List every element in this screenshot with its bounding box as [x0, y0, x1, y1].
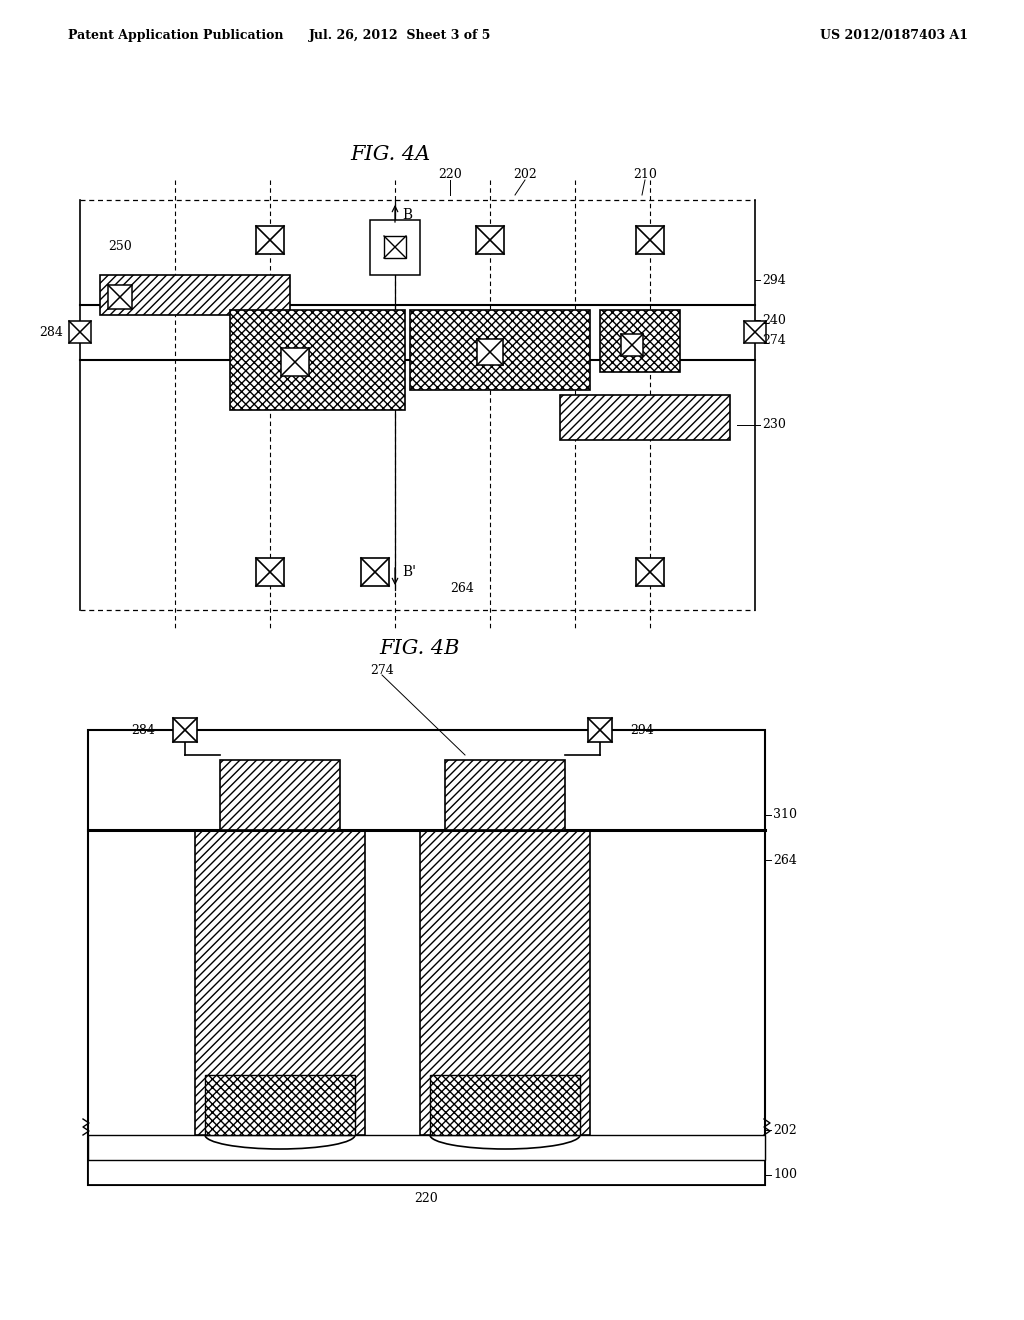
Text: 264: 264 [450, 582, 474, 594]
Text: 294: 294 [762, 273, 785, 286]
Bar [100, 275, 290, 315]
Text: B: B [402, 209, 412, 222]
Text: 310: 310 [773, 808, 797, 821]
Bar [361, 558, 389, 586]
Bar [195, 830, 365, 1135]
Bar [370, 220, 420, 275]
Bar [477, 339, 503, 366]
Bar [621, 334, 643, 356]
Bar [744, 321, 766, 343]
Bar [384, 236, 406, 257]
Text: 240: 240 [762, 314, 785, 326]
Bar [445, 760, 565, 830]
Text: 100: 100 [773, 1168, 797, 1181]
Bar [230, 310, 406, 411]
Bar [430, 1074, 580, 1135]
Text: 284: 284 [39, 326, 63, 338]
Text: 294: 294 [630, 723, 653, 737]
Text: 220: 220 [414, 1192, 438, 1205]
Text: 210: 210 [633, 169, 657, 181]
Bar [88, 1160, 765, 1185]
Bar [636, 558, 664, 586]
Text: 230: 230 [762, 418, 785, 432]
Bar [173, 718, 197, 742]
Bar [560, 395, 730, 440]
Text: FIG. 4A: FIG. 4A [350, 145, 430, 165]
Text: US 2012/0187403 A1: US 2012/0187403 A1 [820, 29, 968, 41]
Bar [108, 285, 132, 309]
Text: 202: 202 [513, 169, 537, 181]
Bar [281, 348, 309, 376]
Bar [205, 1074, 355, 1135]
Bar [420, 830, 590, 1135]
Bar [600, 310, 680, 372]
Text: FIG. 4B: FIG. 4B [380, 639, 460, 657]
Bar [410, 310, 590, 389]
Bar [220, 760, 340, 830]
Text: Jul. 26, 2012  Sheet 3 of 5: Jul. 26, 2012 Sheet 3 of 5 [309, 29, 492, 41]
Text: 250: 250 [108, 240, 132, 253]
Text: 264: 264 [773, 854, 797, 866]
Bar [88, 1135, 765, 1160]
Text: 220: 220 [438, 169, 462, 181]
Bar [476, 226, 504, 253]
Bar [588, 718, 612, 742]
Text: 274: 274 [762, 334, 785, 346]
Bar [88, 730, 765, 1185]
Text: 274: 274 [370, 664, 394, 676]
Bar [636, 226, 664, 253]
Text: 284: 284 [131, 723, 155, 737]
Text: B': B' [402, 565, 416, 579]
Bar [69, 321, 91, 343]
Text: Patent Application Publication: Patent Application Publication [68, 29, 284, 41]
Text: 202: 202 [773, 1123, 797, 1137]
Bar [256, 226, 284, 253]
Bar [256, 558, 284, 586]
